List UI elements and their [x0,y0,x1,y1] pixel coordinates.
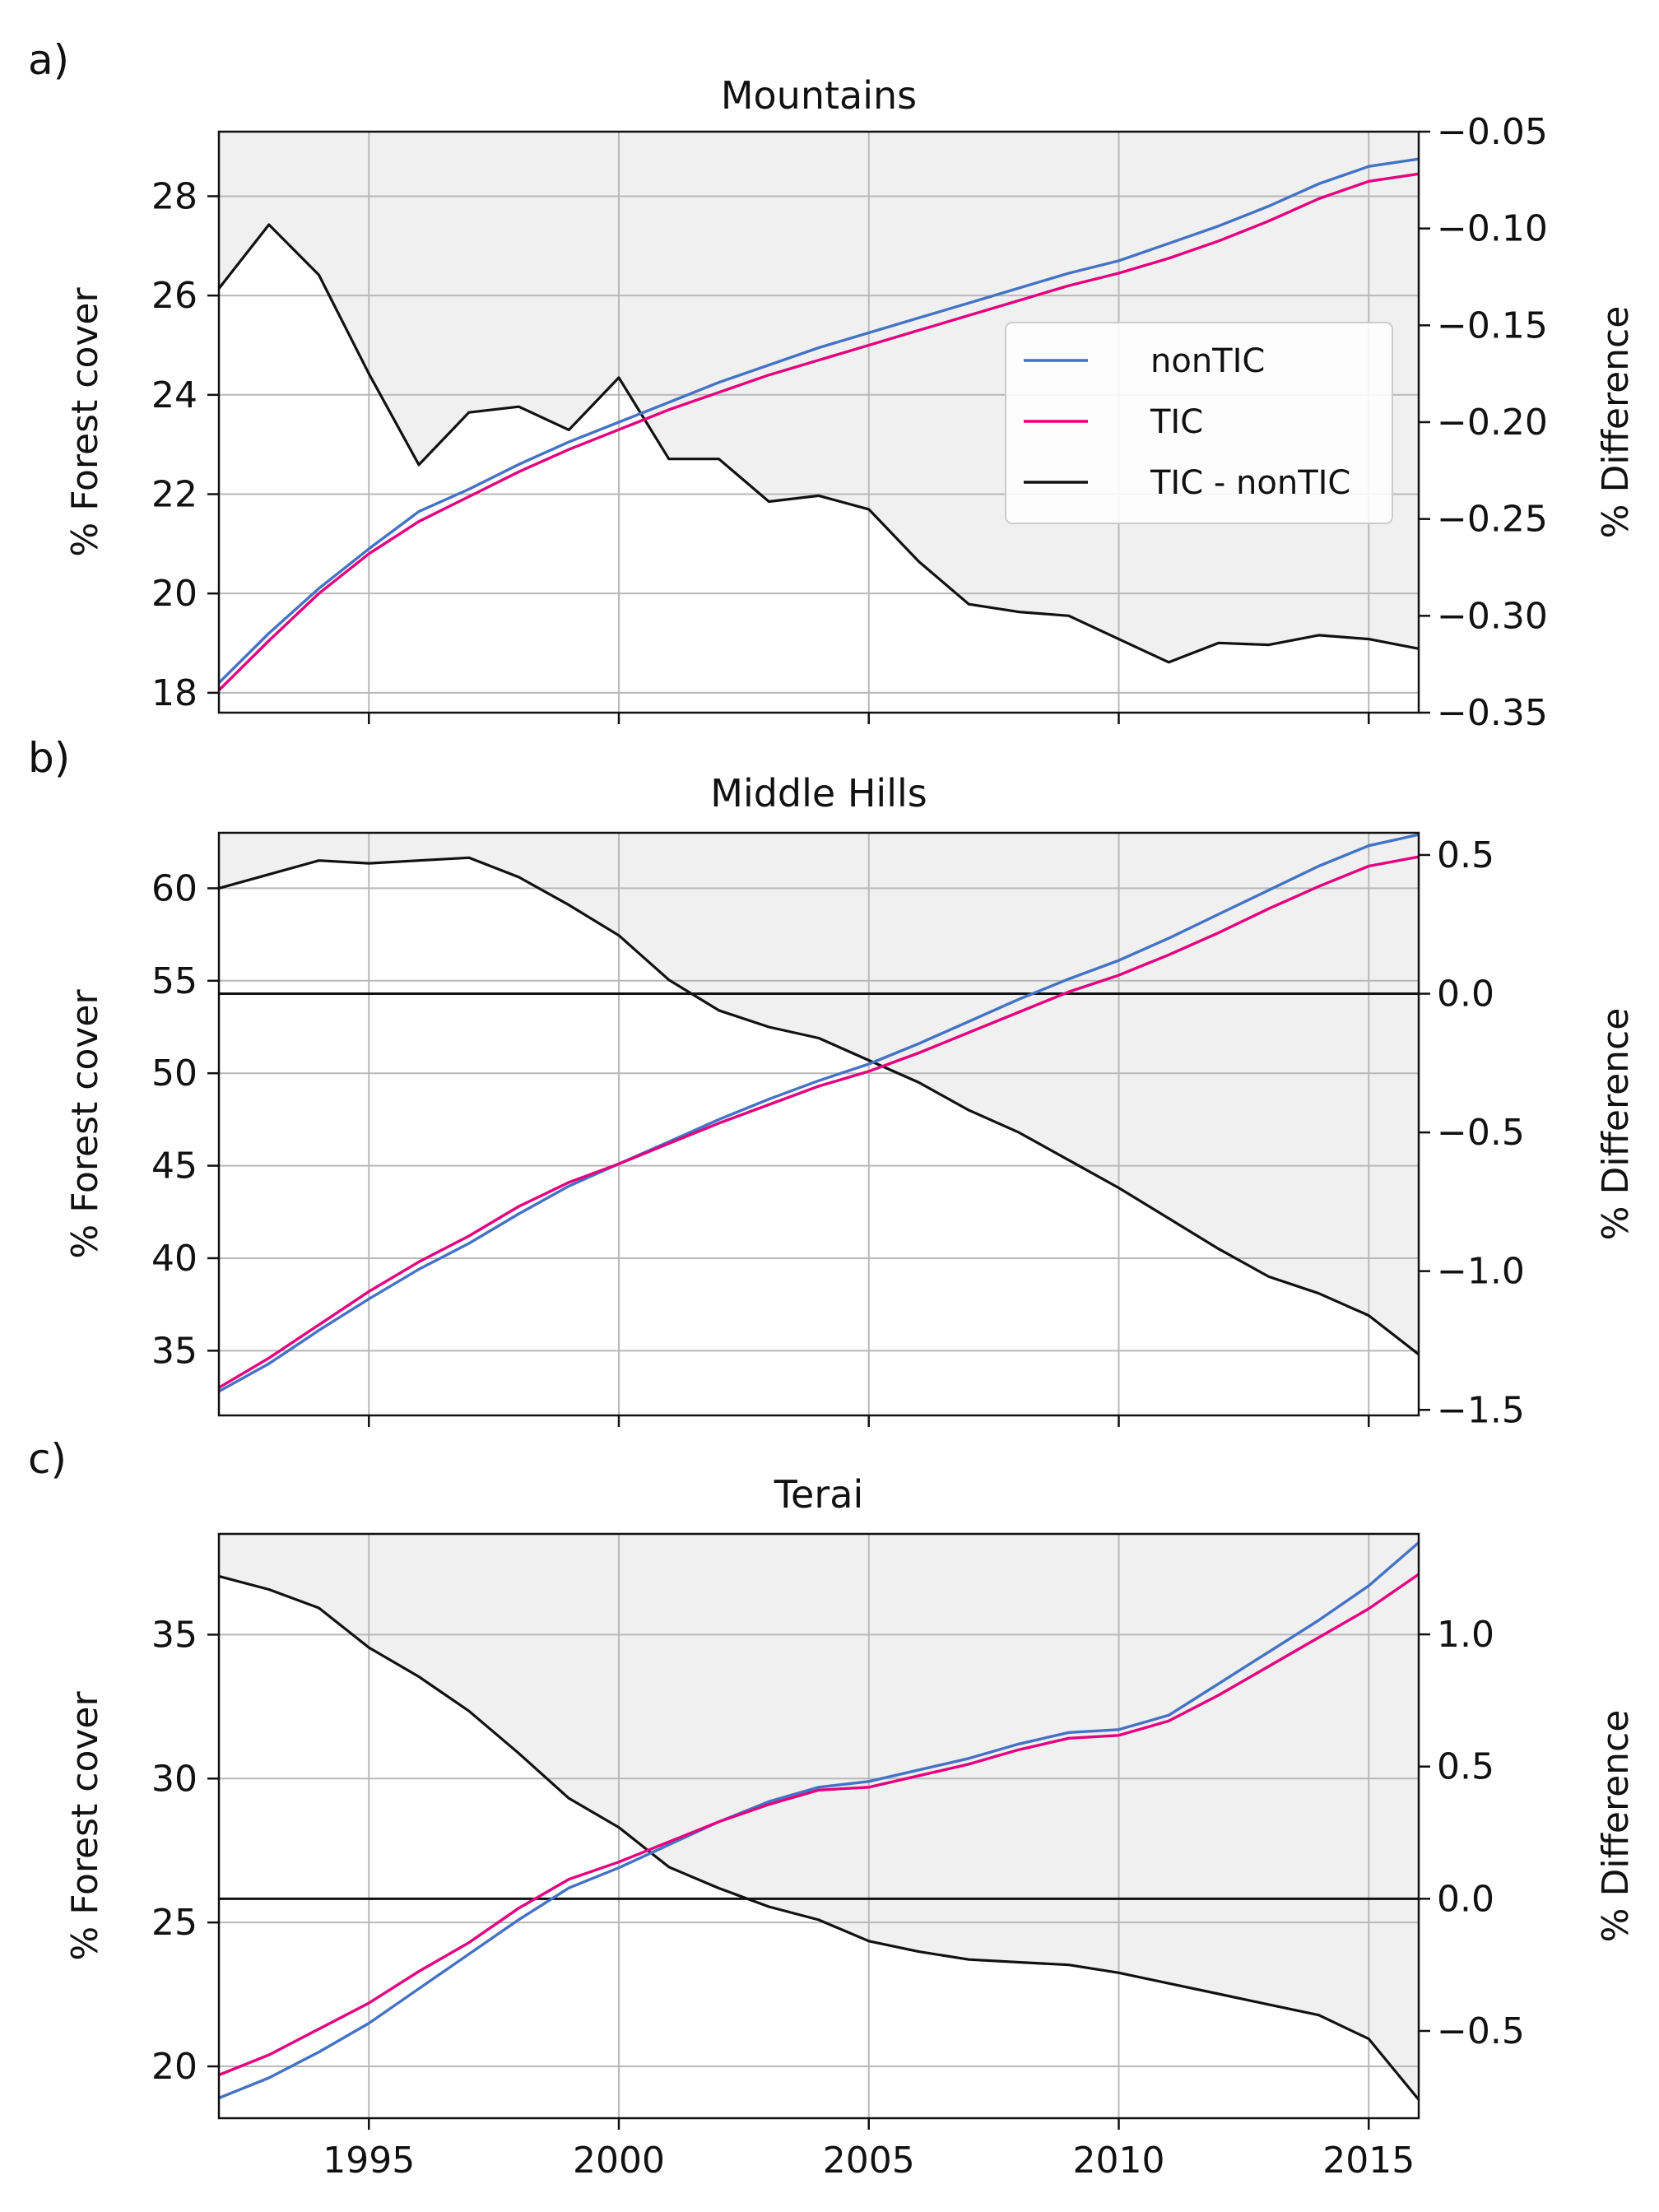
panel-3-ytick-label: 25 [151,1902,198,1944]
panel-1: a) Mountains 18 20 22 24 26 28 −0.35 −0.30 −0.25 −0… [28,36,1637,734]
panel-2-ylabel-right: % Difference [1595,1008,1637,1241]
panel-1-ytick-label: 24 [151,374,198,416]
panel-2-ytick-label: 55 [151,960,198,1002]
panel-2-difference-fill [219,833,1419,1355]
panel-3-ytick-right-label: 0.5 [1437,1746,1494,1788]
panel-3-axes-frame [217,1532,1420,2120]
panel-2-label: b) [28,734,70,782]
panel-3-ytick-label: 35 [151,1614,198,1656]
panel-2-ytick-label: 35 [151,1330,198,1372]
legend-label-tic: TIC [1150,403,1203,441]
panel-1-ytick-right-label: −0.20 [1437,402,1548,444]
panel-1-ytick-right-label: −0.30 [1437,595,1548,637]
panel-2-series-tic [218,855,1420,1389]
panel-1-ylabel-left: % Forest cover [64,287,106,557]
panel-2-ytick-label: 50 [151,1053,198,1094]
panel-3-ytick-label: 20 [151,2046,198,2088]
panel-1-series-nontic [217,157,1420,685]
panel-1-ytick-right-label: −0.15 [1437,304,1548,346]
panel-3-xtick-label: 2015 [1322,2140,1415,2182]
panel-1-ylabel-right: % Difference [1595,306,1637,539]
panel-1-ytick-label: 20 [151,573,198,615]
legend: nonTIC TIC TIC - nonTIC [1005,322,1393,524]
panel-3-xtick-label: 1995 [323,2140,415,2182]
panel-2-ytick-right-label: 0.5 [1437,834,1494,876]
panel-2-title: Middle Hills [710,771,927,816]
panel-3-series-tic [218,1573,1420,2077]
panel-2-series-tic-minus-nontic [218,856,1420,1356]
panel-2-ytick-right-label: −0.5 [1437,1112,1525,1154]
panel-2-series-nontic [218,833,1420,1393]
panel-1-ytick-label: 28 [151,175,198,217]
panel-1-ytick-label: 26 [151,275,198,317]
panel-2-ytick-label: 40 [151,1238,198,1280]
panel-2-ytick-right-label: −1.0 [1437,1251,1525,1293]
panel-2-ytick-right-label: 0.0 [1437,974,1494,1015]
panel-3-ytick-right-label: −0.5 [1437,2010,1525,2052]
panel-3-ytick-right-label: 1.0 [1437,1614,1494,1656]
panel-2-axes-frame [217,831,1420,1417]
panel-3-ylabel-left: % Forest cover [64,1691,106,1961]
panel-1-ytick-right-label: −0.25 [1437,499,1548,541]
panel-3: c) Terai 20 25 30 35 −0.5 0.0 0.5 1.0 1995 2000 2005… [28,1435,1637,2182]
panel-1-label: a) [28,36,69,84]
panel-1-ytick-label: 18 [151,672,198,714]
legend-label-tic-nontic: TIC - nonTIC [1150,464,1350,502]
panel-3-label: c) [28,1435,67,1483]
panel-3-series-nontic [218,1541,1420,2100]
legend-box [1005,322,1393,524]
panel-2-ylabel-left: % Forest cover [64,989,106,1259]
panel-1-ytick-label: 22 [151,473,198,515]
panel-3-xtick-label: 2005 [823,2140,915,2182]
panel-1-series-tic [217,172,1420,692]
panel-1-title: Mountains [721,73,917,118]
panel-3-title: Terai [774,1472,863,1517]
panel-3-difference-fill [219,1534,1419,2100]
panel-3-xtick-label: 2010 [1073,2140,1165,2182]
panel-3-series-tic-minus-nontic [218,1574,1420,2101]
panel-3-ylabel-right: % Difference [1595,1710,1637,1943]
panel-2-ytick-label: 60 [151,867,198,909]
panel-1-ytick-right-label: −0.05 [1437,111,1548,153]
panel-3-ytick-label: 30 [151,1758,198,1800]
panel-2-ytick-right-label: −1.5 [1437,1389,1525,1431]
legend-label-nontic: nonTIC [1150,342,1265,380]
panel-3-xtick-label: 2000 [573,2140,665,2182]
panel-1-ytick-right-label: −0.35 [1437,692,1548,734]
panel-2: b) Middle Hills 35 40 45 50 55 60 −1.5 −1.0 −0.5 0.… [28,734,1637,1431]
panel-1-series-tic-minus-nontic [217,223,1420,664]
panel-2-ytick-label: 45 [151,1146,198,1187]
panel-1-ytick-right-label: −0.10 [1437,208,1548,250]
panel-3-ytick-right-label: 0.0 [1437,1878,1494,1920]
